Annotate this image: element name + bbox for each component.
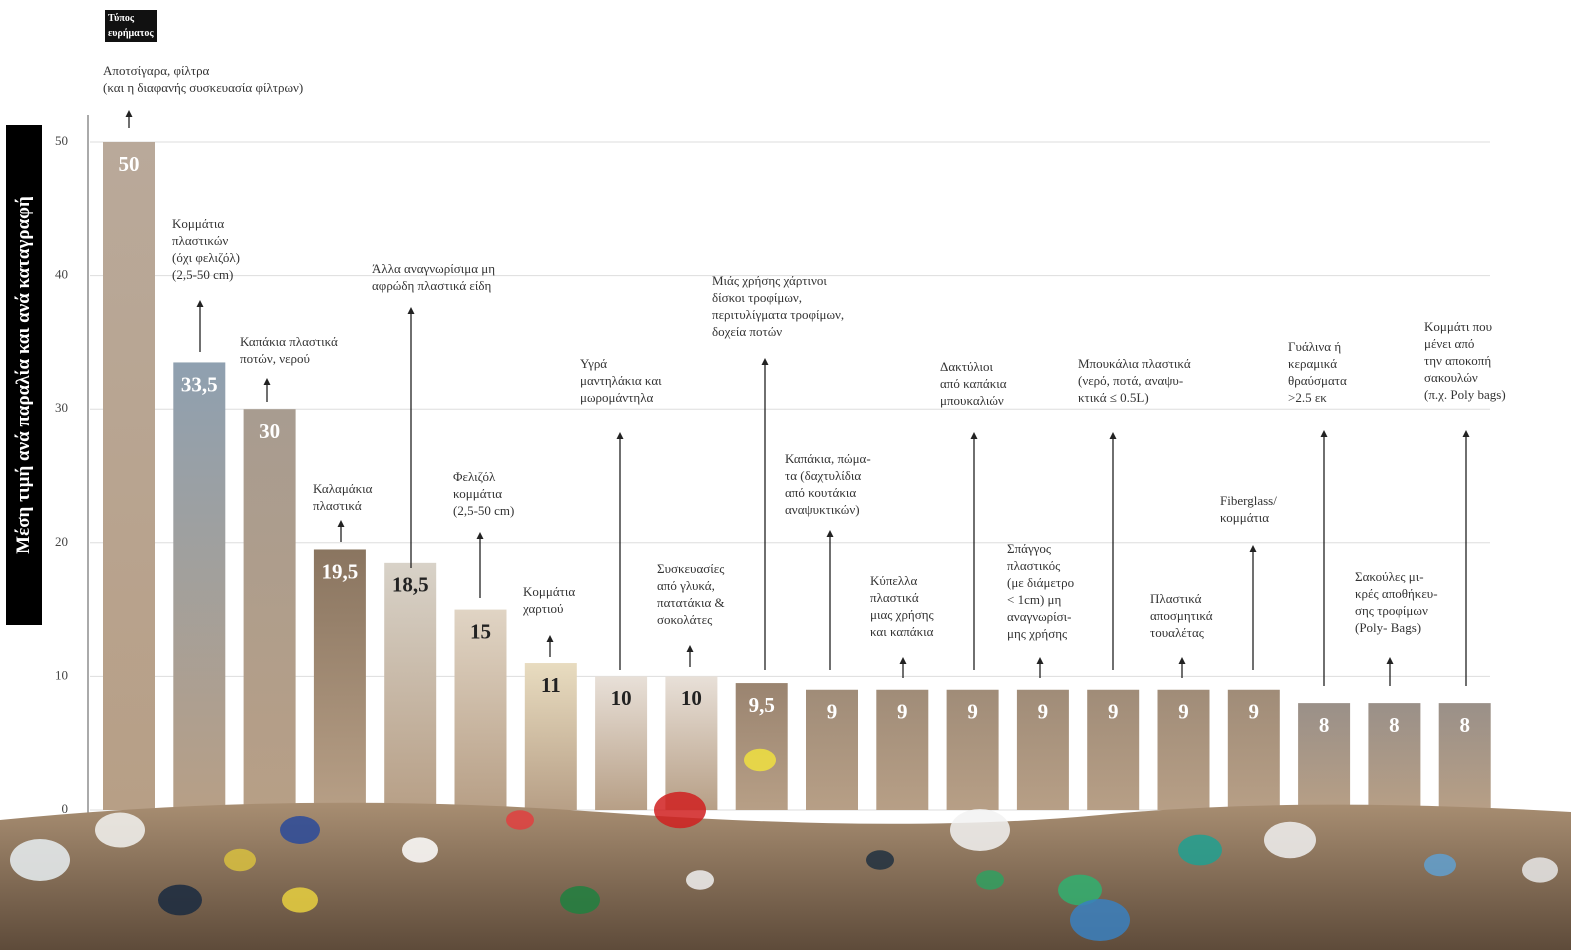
arrow-head bbox=[1321, 430, 1328, 437]
arrow-head bbox=[687, 645, 694, 652]
y-tick-label: 0 bbox=[62, 801, 69, 816]
pebble bbox=[506, 810, 534, 830]
category-label: Fiberglass/ κομμάτια bbox=[1220, 492, 1277, 526]
pebble bbox=[282, 887, 318, 912]
arrow-head bbox=[547, 635, 554, 642]
arrow-head bbox=[900, 657, 907, 664]
value-label: 15 bbox=[470, 619, 491, 643]
arrow-head bbox=[126, 110, 133, 117]
y-axis-label: Μέση τιμή ανά παραλία και ανά καταγραφή bbox=[13, 196, 35, 554]
bar bbox=[103, 142, 155, 810]
value-label: 9 bbox=[1108, 700, 1119, 724]
y-tick-label: 10 bbox=[55, 667, 68, 682]
category-label: Μιάς χρήσης χάρτινοι δίσκοι τροφίμων, πε… bbox=[712, 272, 844, 340]
pebble bbox=[402, 837, 438, 862]
category-label: Καπάκια πλαστικά ποτών, νερού bbox=[240, 333, 338, 367]
legend-title: Τύπος ευρήματος bbox=[105, 10, 157, 42]
category-label: Κομμάτι που μένει από την αποκοπή σακουλ… bbox=[1424, 318, 1506, 403]
category-label: Κύπελλα πλαστικά μιας χρήσης και καπάκια bbox=[870, 572, 934, 640]
pebble bbox=[1070, 899, 1130, 941]
y-tick-label: 40 bbox=[55, 267, 68, 282]
value-label: 10 bbox=[611, 686, 632, 710]
value-label: 8 bbox=[1319, 713, 1330, 737]
value-label: 8 bbox=[1459, 713, 1470, 737]
value-label: 9,5 bbox=[749, 693, 775, 717]
value-label: 9 bbox=[1249, 700, 1260, 724]
value-label: 8 bbox=[1389, 713, 1400, 737]
value-label: 9 bbox=[897, 700, 908, 724]
value-label: 18,5 bbox=[392, 573, 429, 597]
arrow-head bbox=[762, 358, 769, 365]
value-label: 10 bbox=[681, 686, 702, 710]
value-label: 50 bbox=[119, 152, 140, 176]
y-axis-box: Μέση τιμή ανά παραλία και ανά καταγραφή bbox=[6, 125, 42, 625]
value-label: 9 bbox=[967, 700, 978, 724]
bar bbox=[173, 362, 225, 810]
category-label: Κομμάτια χαρτιού bbox=[523, 583, 575, 617]
arrow-head bbox=[971, 432, 978, 439]
arrow-head bbox=[338, 520, 345, 527]
category-label: Καπάκια, πώμα- τα (δαχτυλίδια από κουτάκ… bbox=[785, 450, 871, 518]
value-label: 9 bbox=[827, 700, 838, 724]
pebble bbox=[1178, 835, 1222, 866]
pebble bbox=[10, 839, 70, 881]
category-label: Μπουκάλια πλαστικά (νερό, ποτά, αναψυ- κ… bbox=[1078, 355, 1191, 406]
arrow-head bbox=[1110, 432, 1117, 439]
pebble bbox=[158, 885, 202, 916]
arrow-head bbox=[1387, 657, 1394, 664]
arrow-head bbox=[477, 532, 484, 539]
pebble bbox=[95, 813, 145, 848]
pebble bbox=[1264, 822, 1316, 858]
sand bbox=[0, 803, 1571, 950]
value-label: 19,5 bbox=[322, 559, 359, 583]
category-label: Συσκευασίες από γλυκά, πατατάκια & σοκολ… bbox=[657, 560, 725, 628]
y-tick-label: 50 bbox=[55, 133, 68, 148]
arrow-head bbox=[264, 378, 271, 385]
arrow-head bbox=[1463, 430, 1470, 437]
bar bbox=[384, 563, 436, 810]
pebble bbox=[1522, 857, 1558, 882]
category-label: Γυάλινα ή κεραμικά θραύσματα >2.5 εκ bbox=[1288, 338, 1347, 406]
pebble bbox=[686, 870, 714, 890]
arrow-head bbox=[1179, 657, 1186, 664]
value-label: 30 bbox=[259, 419, 280, 443]
category-label: Άλλα αναγνωρίσιμα μη αφρώδη πλαστικά είδ… bbox=[372, 260, 495, 294]
category-label: Σακούλες μι- κρές αποθήκευ- σης τροφίμων… bbox=[1355, 568, 1438, 636]
page: 0 10 20 30 40 50 50 33,5 30 19,5 18,5 15 11 10 10 9,5 9 9… bbox=[0, 0, 1571, 950]
category-label: Δακτύλιοι από καπάκια μπουκαλιών bbox=[940, 358, 1007, 409]
pebble bbox=[560, 886, 600, 914]
value-label: 9 bbox=[1178, 700, 1189, 724]
category-label: Υγρά μαντηλάκια και μωρομάντηλα bbox=[580, 355, 662, 406]
pebble bbox=[976, 870, 1004, 890]
y-tick-label: 20 bbox=[55, 534, 68, 549]
bar bbox=[244, 409, 296, 810]
value-label: 33,5 bbox=[181, 372, 218, 396]
arrow-head bbox=[197, 300, 204, 307]
category-label: Σπάγγος πλαστικός (με διάμετρο < 1cm) μη… bbox=[1007, 540, 1074, 642]
pebble bbox=[654, 792, 706, 828]
pebble bbox=[744, 749, 776, 771]
pebble bbox=[866, 850, 894, 870]
arrow-head bbox=[1037, 657, 1044, 664]
bar bbox=[314, 549, 366, 810]
arrow-head bbox=[408, 307, 415, 314]
pebble bbox=[280, 816, 320, 844]
pebble bbox=[224, 849, 256, 871]
category-label: Κομμάτια πλαστικών (όχι φελιζόλ) (2,5-50… bbox=[172, 215, 240, 283]
value-label: 11 bbox=[541, 673, 561, 697]
value-label: 9 bbox=[1038, 700, 1049, 724]
pebble bbox=[1424, 854, 1456, 876]
arrow-head bbox=[1250, 545, 1257, 552]
category-label: Αποτσίγαρα, φίλτρα (και η διαφανής συσκε… bbox=[103, 62, 303, 96]
arrow-head bbox=[617, 432, 624, 439]
pebble bbox=[950, 809, 1010, 851]
arrow-head bbox=[827, 530, 834, 537]
category-label: Πλαστικά αποσμητικά τουαλέτας bbox=[1150, 590, 1213, 641]
category-label: Φελιζόλ κομμάτια (2,5-50 cm) bbox=[453, 468, 514, 519]
y-tick-label: 30 bbox=[55, 400, 68, 415]
category-label: Καλαμάκια πλαστικά bbox=[313, 480, 372, 514]
